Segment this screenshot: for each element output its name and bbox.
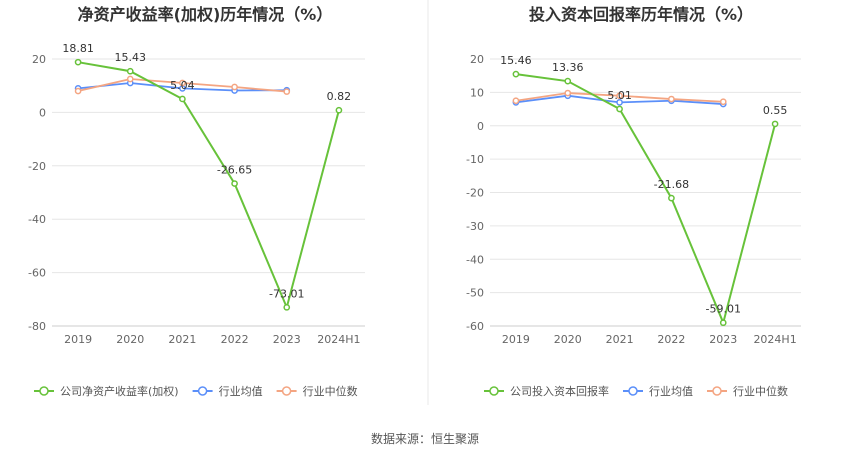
roe-ytick-label: -20 [28,160,46,173]
roe-legend-label-avg: 行业均值 [219,385,263,398]
roe-ytick-label: -60 [28,267,46,280]
roic-ytick-label: 20 [470,53,484,66]
roic-point-company [719,319,727,327]
roic-legend-marker-median [712,386,722,396]
roic-point-median [719,98,727,106]
roe-ytick-label: 0 [39,106,46,119]
roic-data-label: -59.01 [706,303,741,316]
roe-point-median [126,75,134,83]
roic-legend-label-median: 行业中位数 [733,384,788,398]
roe-xtick-label: 2019 [64,333,92,346]
chart-title-roic: 投入资本回报率历年情况（%） [529,5,753,24]
roe-data-label: 15.43 [115,51,147,64]
roic-ytick-label: -50 [466,287,484,300]
roic-ytick-label: 0 [477,120,484,133]
roic-ytick-label: -40 [466,253,484,266]
roe-xtick-label: 2021 [168,333,196,346]
roic-ytick-label: -20 [466,187,484,200]
roe-point-company [283,303,291,311]
roe-data-label: 18.81 [62,42,94,55]
roe-data-label: -73.01 [269,287,304,300]
roe-point-company [231,180,238,187]
roe-point-median [283,88,291,95]
roe-point-median [179,79,186,87]
data-source: 数据来源：恒生聚源 [371,431,479,446]
roic-xtick-label: 2024H1 [753,333,796,346]
roic-point-company [616,105,623,113]
roe-data-label: -26.65 [217,164,252,177]
roic-series-line-company [515,73,777,326]
roic-legend-label-avg: 行业均值 [649,385,693,398]
roic-point-median [564,89,572,97]
roe-point-median [231,83,238,91]
roe-data-label: 5.04 [170,79,195,92]
roic-point-company [512,70,520,78]
roe-ytick-label: -80 [28,320,46,333]
roic-point-company [668,194,675,202]
roic-data-label: -21.68 [654,178,689,191]
roe-point-company [335,106,343,114]
roe-ytick-label: 20 [32,53,46,66]
roe-point-company [74,58,82,66]
roe-xtick-label: 2023 [273,333,301,346]
roic-point-company [564,77,572,85]
roic-ytick-label: 10 [470,86,484,99]
roic-legend-label-company: 公司投入资本回报率 [510,384,609,398]
roic-xtick-label: 2022 [657,333,685,346]
roe-legend-marker-median [281,386,292,396]
roe-legend-marker-company [39,386,49,396]
roe-legend-marker-avg [197,386,208,396]
roic-xtick-label: 2021 [606,333,634,346]
roic-point-median [668,95,675,103]
roe-xtick-label: 2024H1 [317,333,360,346]
roic-data-label: 5.01 [607,89,632,102]
roic-point-median [512,97,520,105]
roe-point-company [126,67,134,75]
roe-series-line-company [77,61,340,311]
roic-data-label: 0.55 [763,104,788,117]
roic-data-label: 15.46 [500,54,532,67]
roic-xtick-label: 2020 [554,333,582,346]
chart-title-roe: 净资产收益率(加权)历年情况（%） [78,5,333,24]
roic-legend-marker-avg [628,386,638,396]
roic-point-avg [616,99,623,106]
roe-data-label: 0.82 [327,90,352,103]
roic-ytick-label: -60 [466,320,484,333]
roe-point-median [74,87,82,95]
roic-point-median [616,92,623,100]
roic-data-label: 13.36 [552,61,584,74]
roe-legend-label-median: 行业中位数 [303,384,358,398]
roe-xtick-label: 2020 [116,333,144,346]
roe-ytick-label: -40 [28,213,46,226]
roic-xtick-label: 2019 [502,333,530,346]
roe-legend-label-company: 公司净资产收益率(加权) [60,384,179,398]
roic-ytick-label: -30 [466,220,484,233]
roic-ytick-label: -10 [466,153,484,166]
roic-legend-marker-company [489,386,499,396]
roic-point-company [771,120,779,128]
roe-xtick-label: 2022 [221,333,249,346]
roic-xtick-label: 2023 [709,333,737,346]
roe-point-company [179,95,186,103]
